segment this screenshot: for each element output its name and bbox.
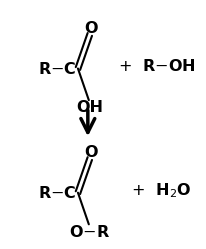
Text: O: O	[84, 21, 97, 36]
Text: O: O	[84, 145, 97, 160]
Text: R$-$C: R$-$C	[37, 185, 76, 201]
Text: O$-$R: O$-$R	[69, 224, 110, 240]
Text: $+$  H$_2$O: $+$ H$_2$O	[130, 181, 190, 200]
Text: $+$  R$-$OH: $+$ R$-$OH	[118, 58, 195, 74]
Text: OH: OH	[76, 100, 103, 115]
Text: R$-$C: R$-$C	[37, 61, 76, 76]
